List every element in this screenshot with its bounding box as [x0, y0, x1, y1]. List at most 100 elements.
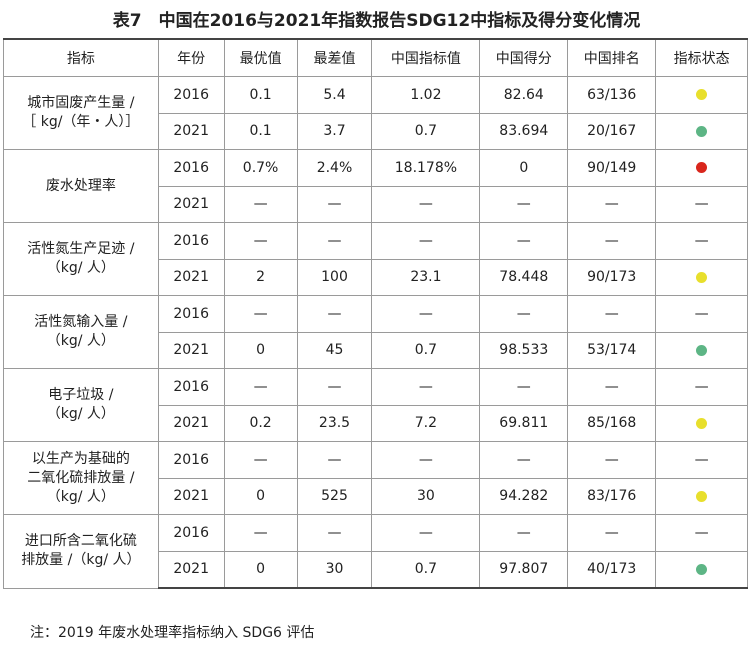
table-cell: —: [567, 295, 657, 333]
table-cell: 0.1: [223, 76, 298, 114]
table-cell: —: [296, 295, 373, 333]
header-cell: 指标状态: [655, 38, 748, 77]
table-cell: 2016: [157, 295, 225, 333]
table-cell: 53/174: [567, 331, 657, 369]
status-cell: [655, 550, 748, 589]
table-cell: —: [479, 514, 569, 552]
status-dot: [696, 125, 708, 137]
table-cell: —: [479, 185, 569, 223]
table-cell: —: [479, 441, 569, 479]
status-cell: [655, 149, 748, 187]
table-title: 表7 中国在2016与2021年指数报告SDG12中指标及得分变化情况: [112, 11, 641, 31]
table-cell: —: [223, 222, 298, 260]
indicator-cell: 活性氮输入量 / （kg/ 人）: [3, 295, 159, 369]
status-cell: [655, 112, 748, 150]
table-cell: 2016: [157, 76, 225, 114]
table-cell: 0: [223, 550, 298, 589]
table-cell: 0: [479, 149, 569, 187]
table-cell: —: [296, 222, 373, 260]
table-cell: 2016: [157, 514, 225, 552]
table-cell: 0: [223, 331, 298, 369]
table-cell: —: [371, 295, 481, 333]
indicator-line: 排放量 /（kg/ 人）: [21, 552, 141, 569]
table-row: 活性氮生产足迹 / （kg/ 人） 2016— — — — — —: [3, 222, 748, 296]
status-cell: [655, 258, 748, 296]
table-cell: 2021: [157, 258, 225, 296]
table-cell: 2016: [157, 368, 225, 406]
table-cell: 2021: [157, 550, 225, 589]
table-cell: 0.7: [371, 550, 481, 589]
table-note: 注：2019 年废水处理率指标纳入 SDG6 评估: [30, 625, 315, 641]
table-cell: 23.5: [296, 404, 373, 442]
header-cell: 中国排名: [567, 38, 657, 77]
indicator-line: 活性氮输入量 /: [34, 314, 128, 330]
indicator-line: （kg/ 人）: [46, 406, 115, 422]
table-cell: 98.533: [479, 331, 569, 369]
status-cell: [655, 76, 748, 114]
table-cell: 40/173: [567, 550, 657, 589]
table-cell: 2: [223, 258, 298, 296]
table-cell: 2016: [157, 441, 225, 479]
table-cell: 0.7%: [223, 149, 298, 187]
header-cell: 中国指标值: [371, 38, 481, 77]
table-cell: 2021: [157, 185, 225, 223]
table-row: 废水处理率 2016 0.7% 2.4% 18.178% 0 90/149: [3, 149, 748, 223]
table-cell: —: [371, 185, 481, 223]
table-cell: 2021: [157, 404, 225, 442]
table-cell: —: [479, 368, 569, 406]
indicator-cell: 活性氮生产足迹 / （kg/ 人）: [3, 222, 159, 296]
table-cell: —: [223, 368, 298, 406]
table-cell: 82.64: [479, 76, 569, 114]
table-cell: 83.694: [479, 112, 569, 150]
indicator-cell: 城市固废产生量 / ［ kg/（年・人）］: [3, 76, 159, 150]
table-cell: 100: [296, 258, 373, 296]
table-cell: 20/167: [567, 112, 657, 150]
status-cell: —: [655, 295, 748, 333]
indicator-line: 城市固废产生量 /: [27, 95, 135, 111]
table-cell: —: [223, 295, 298, 333]
table-cell: —: [479, 295, 569, 333]
table-cell: 3.7: [296, 112, 373, 150]
status-dot: [696, 89, 708, 101]
indicator-cell: 进口所含二氧化硫 排放量 /（kg/ 人）: [3, 514, 159, 589]
table-cell: 5.4: [296, 76, 373, 114]
table-cell: 7.2: [371, 404, 481, 442]
table-cell: 23.1: [371, 258, 481, 296]
header-row: 指标 年份 最优值 最差值 中国指标值 中国得分 中国排名 指标状态: [3, 38, 748, 77]
indicator-cell: 电子垃圾 / （kg/ 人）: [3, 368, 159, 442]
status-dot: [696, 563, 708, 575]
table-cell: —: [296, 368, 373, 406]
table-cell: 85/168: [567, 404, 657, 442]
table-cell: 0.7: [371, 112, 481, 150]
indicator-line: 以生产为基础的: [31, 450, 130, 467]
table-cell: —: [223, 514, 298, 552]
table-cell: 2021: [157, 112, 225, 150]
table-cell: 83/176: [567, 477, 657, 515]
status-dot: [696, 271, 708, 283]
indicator-line: 活性氮生产足迹 /: [27, 241, 135, 257]
table-cell: 0: [223, 477, 298, 515]
table-cell: 2016: [157, 222, 225, 260]
indicator-cell: 以生产为基础的 二氧化硫排放量 / （kg/ 人）: [3, 441, 159, 515]
status-cell: [655, 331, 748, 369]
status-cell: —: [655, 441, 748, 479]
table-cell: —: [567, 185, 657, 223]
table-row: 活性氮输入量 / （kg/ 人） 2016— — — — — —: [3, 295, 748, 369]
table-cell: —: [479, 222, 569, 260]
header-cell: 中国得分: [479, 38, 569, 77]
indicator-line: （kg/ 人）: [46, 488, 115, 505]
header-cell: 指标: [3, 38, 159, 77]
status-cell: [655, 404, 748, 442]
status-dot: [696, 344, 708, 356]
table-cell: 97.807: [479, 550, 569, 589]
header-cell: 年份: [157, 38, 225, 77]
indicator-line: 电子垃圾 /: [48, 387, 114, 403]
table-cell: 0.7: [371, 331, 481, 369]
status-dot: [696, 162, 708, 174]
table-cell: 0.1: [223, 112, 298, 150]
table-cell: 69.811: [479, 404, 569, 442]
status-cell: —: [655, 368, 748, 406]
status-dot: [696, 490, 708, 502]
table-cell: 2021: [157, 331, 225, 369]
